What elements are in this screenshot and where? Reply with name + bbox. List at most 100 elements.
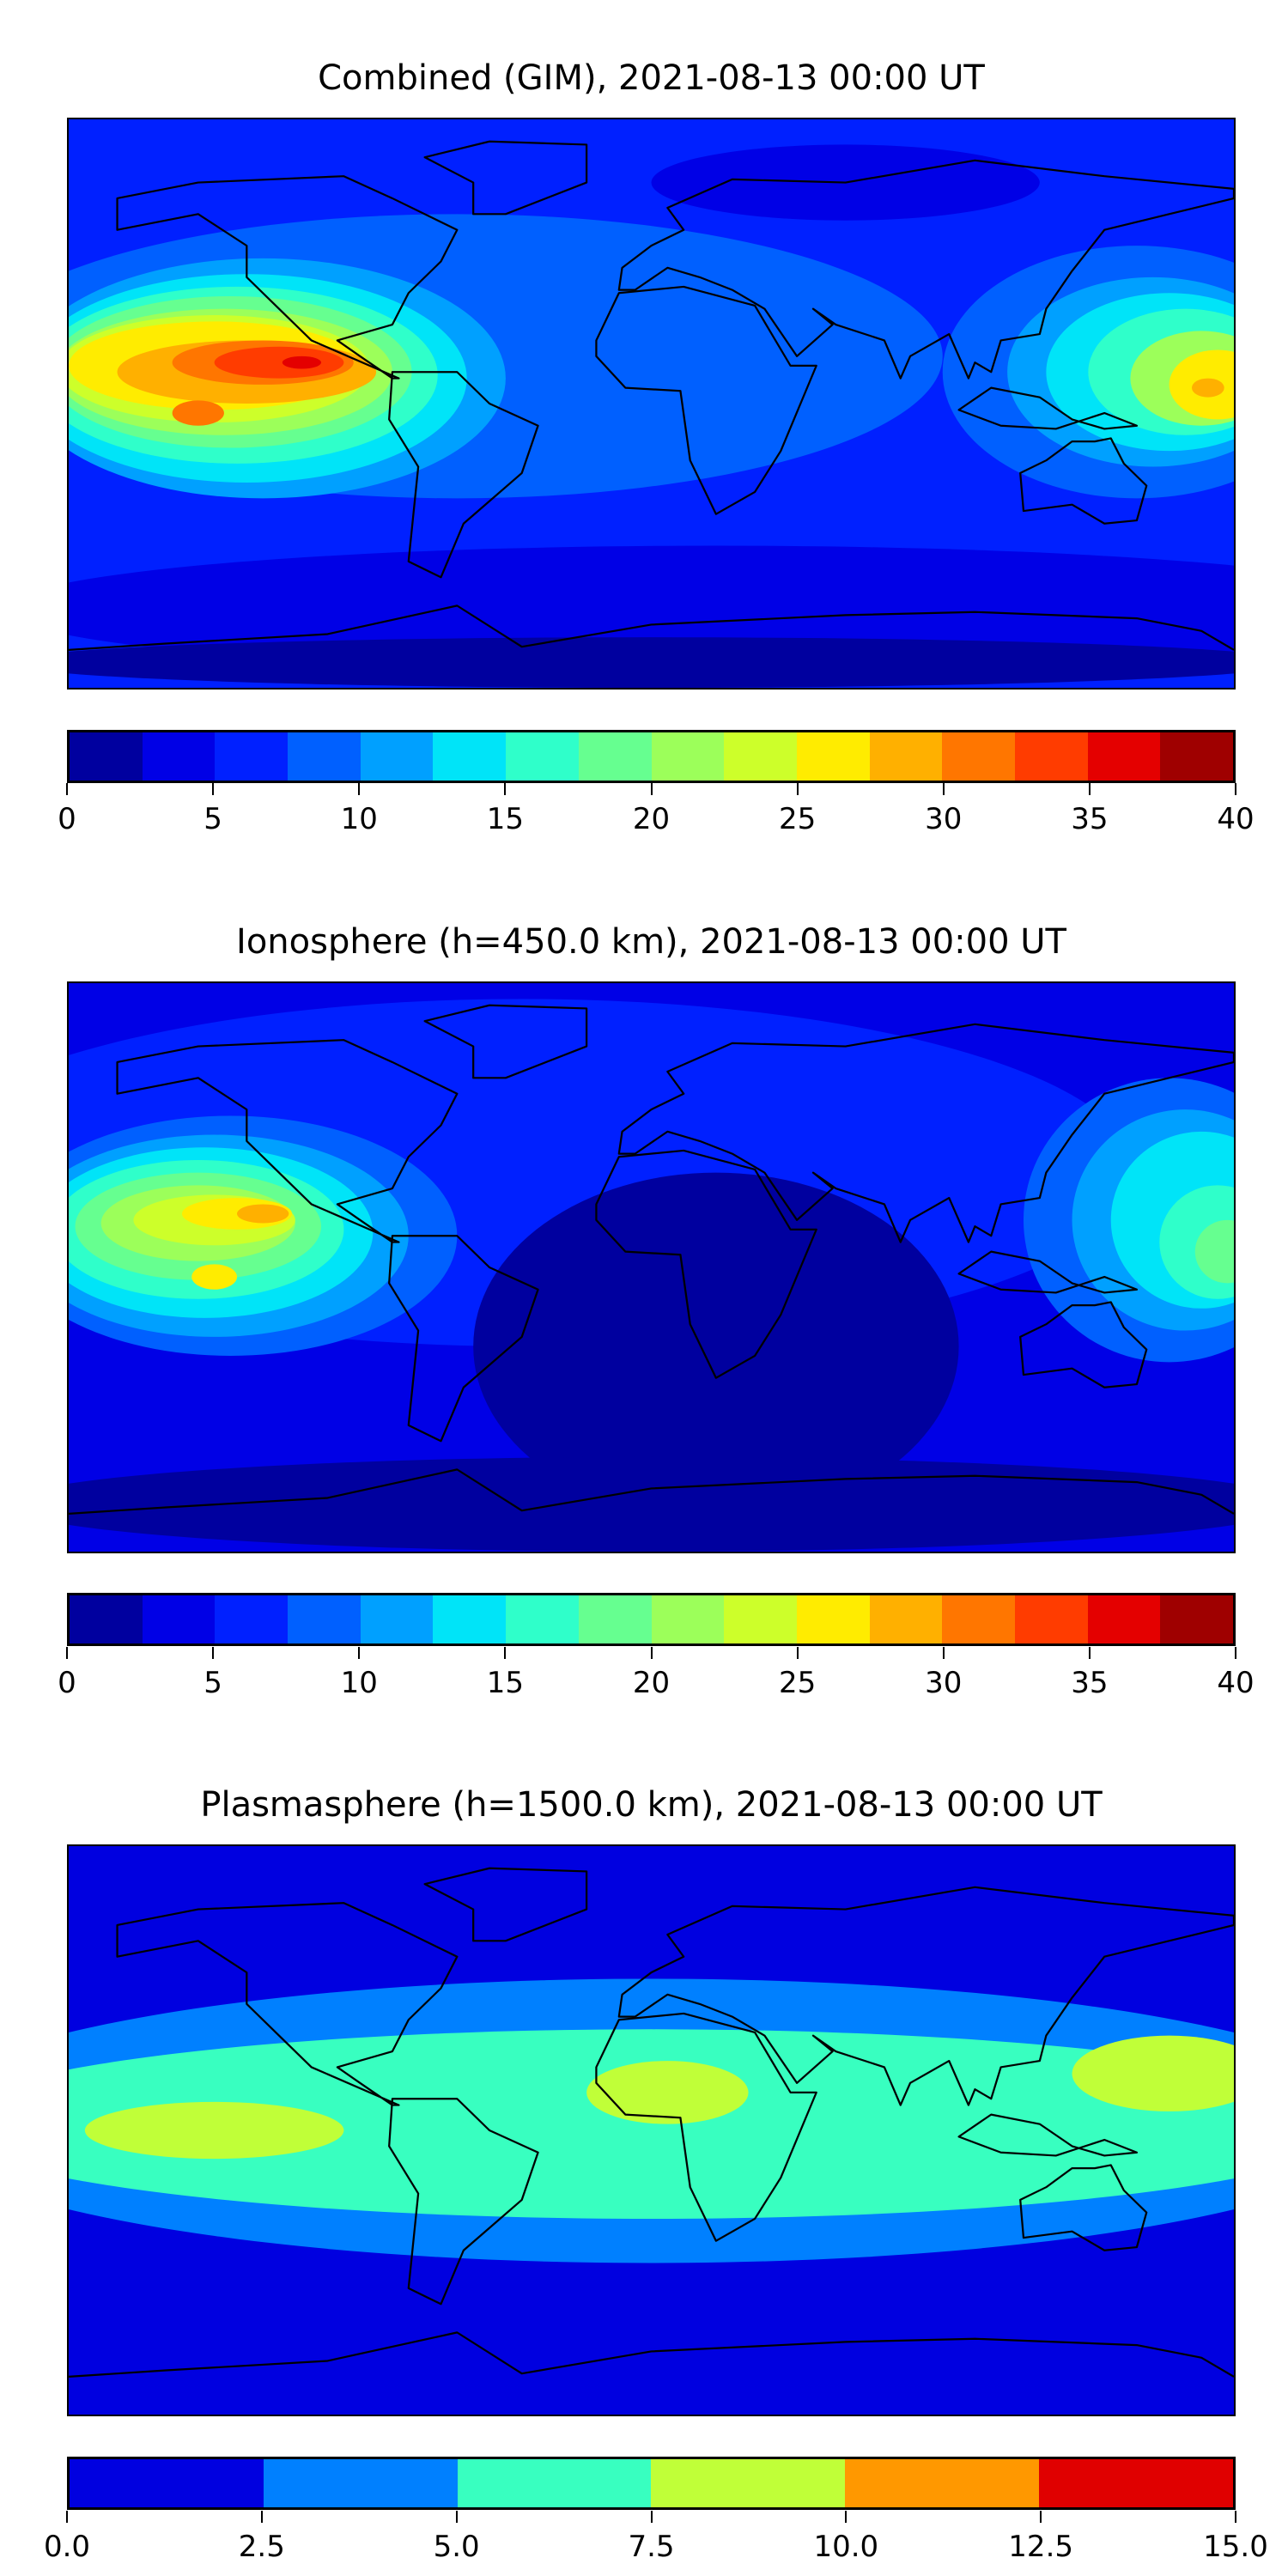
colorbar-tick xyxy=(1088,1647,1091,1659)
colorbar-tick-label: 30 xyxy=(925,1666,963,1700)
colorbar-tick-label: 15.0 xyxy=(1203,2530,1268,2564)
colorbar-segment xyxy=(263,2459,458,2507)
colorbar-tick-label: 25 xyxy=(778,1666,817,1700)
colorbar-tick xyxy=(942,783,945,795)
colorbar-tick xyxy=(358,783,361,795)
colorbar-tick-label: 5 xyxy=(204,1666,222,1700)
map-combined xyxy=(67,118,1236,690)
colorbar-ticks-ionosphere: 0 5 10 15 20 25 30 35 40 xyxy=(58,1647,1255,1707)
colorbar-tick xyxy=(504,1647,507,1659)
colorbar-segment xyxy=(506,732,579,781)
colorbar-segment xyxy=(942,732,1015,781)
colorbar-segment xyxy=(942,1595,1015,1643)
colorbar-segment xyxy=(845,2459,1040,2507)
colorbar-segment xyxy=(651,1595,725,1643)
colorbar-plasmasphere xyxy=(67,2457,1236,2510)
colorbar-segment xyxy=(1039,2459,1233,2507)
contour-region xyxy=(1194,1219,1234,1284)
colorbar-segment xyxy=(869,732,943,781)
colorbar-tick-label: 25 xyxy=(778,802,817,836)
contour-region xyxy=(1191,378,1224,398)
colorbar-segment xyxy=(1087,732,1161,781)
colorbar-segment xyxy=(1160,1595,1233,1643)
colorbar-tick xyxy=(796,1647,799,1659)
contour-region xyxy=(69,2029,1234,2219)
colorbar-segment xyxy=(578,1595,652,1643)
colorbar-tick-label: 0 xyxy=(58,802,76,836)
colorbar-segment xyxy=(70,2459,264,2507)
colorbar-segment xyxy=(457,2459,652,2507)
colorbar-segment xyxy=(288,732,361,781)
colorbar-tick-label: 10.0 xyxy=(813,2530,879,2564)
colorbar-segment xyxy=(360,732,434,781)
colorbar-segment xyxy=(1014,732,1088,781)
colorbar-tick-label: 40 xyxy=(1217,1666,1255,1700)
panel-title-ionosphere: Ionosphere (h=450.0 km), 2021-08-13 00:0… xyxy=(236,922,1066,962)
colorbar-tick-label: 0.0 xyxy=(43,2530,91,2564)
colorbar-segment xyxy=(215,732,289,781)
contour-region xyxy=(214,346,344,379)
colorbar-tick-label: 10 xyxy=(340,802,378,836)
colorbar-tick-label: 35 xyxy=(1071,802,1109,836)
colorbar-segment xyxy=(651,2459,846,2507)
colorbar-segment xyxy=(578,732,652,781)
colorbar-tick xyxy=(942,1647,945,1659)
colorbar-tick xyxy=(796,783,799,795)
contour-region xyxy=(69,1456,1234,1552)
colorbar-segment xyxy=(142,732,216,781)
colorbar-tick-label: 7.5 xyxy=(628,2530,675,2564)
colorbar-segment xyxy=(1087,1595,1161,1643)
map-plasmasphere xyxy=(67,1844,1236,2416)
colorbar-tick-label: 10 xyxy=(340,1666,378,1700)
colorbar-segment xyxy=(1014,1595,1088,1643)
colorbar-segment xyxy=(433,732,507,781)
colorbar-tick-label: 15 xyxy=(486,802,525,836)
colorbar-tick-label: 30 xyxy=(925,802,963,836)
colorbar-segment xyxy=(288,1595,361,1643)
colorbar-tick-label: 5.0 xyxy=(433,2530,480,2564)
colorbar-tick xyxy=(66,2511,68,2523)
colorbar-segment xyxy=(796,1595,870,1643)
contour-region xyxy=(237,1204,289,1224)
colorbar-combined xyxy=(67,730,1236,783)
colorbar-tick xyxy=(1235,1647,1236,1659)
panel-title-combined: Combined (GIM), 2021-08-13 00:00 UT xyxy=(318,58,985,98)
contour-region xyxy=(1072,2035,1234,2111)
colorbar-tick xyxy=(845,2511,848,2523)
panel-title-plasmasphere: Plasmasphere (h=1500.0 km), 2021-08-13 0… xyxy=(200,1785,1103,1825)
colorbar-tick xyxy=(1040,2511,1042,2523)
colorbar-tick-label: 15 xyxy=(486,1666,525,1700)
colorbar-tick xyxy=(1088,783,1091,795)
colorbar-tick-label: 40 xyxy=(1217,802,1255,836)
colorbar-tick-label: 2.5 xyxy=(238,2530,285,2564)
colorbar-segment xyxy=(869,1595,943,1643)
colorbar-tick xyxy=(212,783,215,795)
colorbar-tick xyxy=(358,1647,361,1659)
colorbar-ticks-plasmasphere: 0.0 2.5 5.0 7.5 10.0 12.5 15.0 xyxy=(44,2511,1268,2571)
contour-region xyxy=(84,2101,344,2160)
colorbar-tick xyxy=(1235,2511,1236,2523)
colorbar-segment xyxy=(70,1595,143,1643)
colorbar-tick xyxy=(504,783,507,795)
colorbar-tick xyxy=(650,783,653,795)
colorbar-tick-label: 12.5 xyxy=(1008,2530,1074,2564)
colorbar-tick xyxy=(455,2511,458,2523)
colorbar-segment xyxy=(796,732,870,781)
contour-region xyxy=(69,637,1234,688)
colorbar-segment xyxy=(651,732,725,781)
contour-region xyxy=(473,1172,959,1521)
colorbar-segment xyxy=(1160,732,1233,781)
colorbar-tick xyxy=(260,2511,263,2523)
colorbar-segment xyxy=(142,1595,216,1643)
colorbar-segment xyxy=(724,732,797,781)
colorbar-tick xyxy=(212,1647,215,1659)
colorbar-segment xyxy=(724,1595,797,1643)
contour-region xyxy=(172,400,224,426)
colorbar-tick xyxy=(1235,783,1236,795)
colorbar-segment xyxy=(70,732,143,781)
colorbar-tick-label: 0 xyxy=(58,1666,76,1700)
colorbar-ionosphere xyxy=(67,1593,1236,1646)
colorbar-tick-label: 20 xyxy=(632,802,671,836)
colorbar-tick-label: 20 xyxy=(632,1666,671,1700)
